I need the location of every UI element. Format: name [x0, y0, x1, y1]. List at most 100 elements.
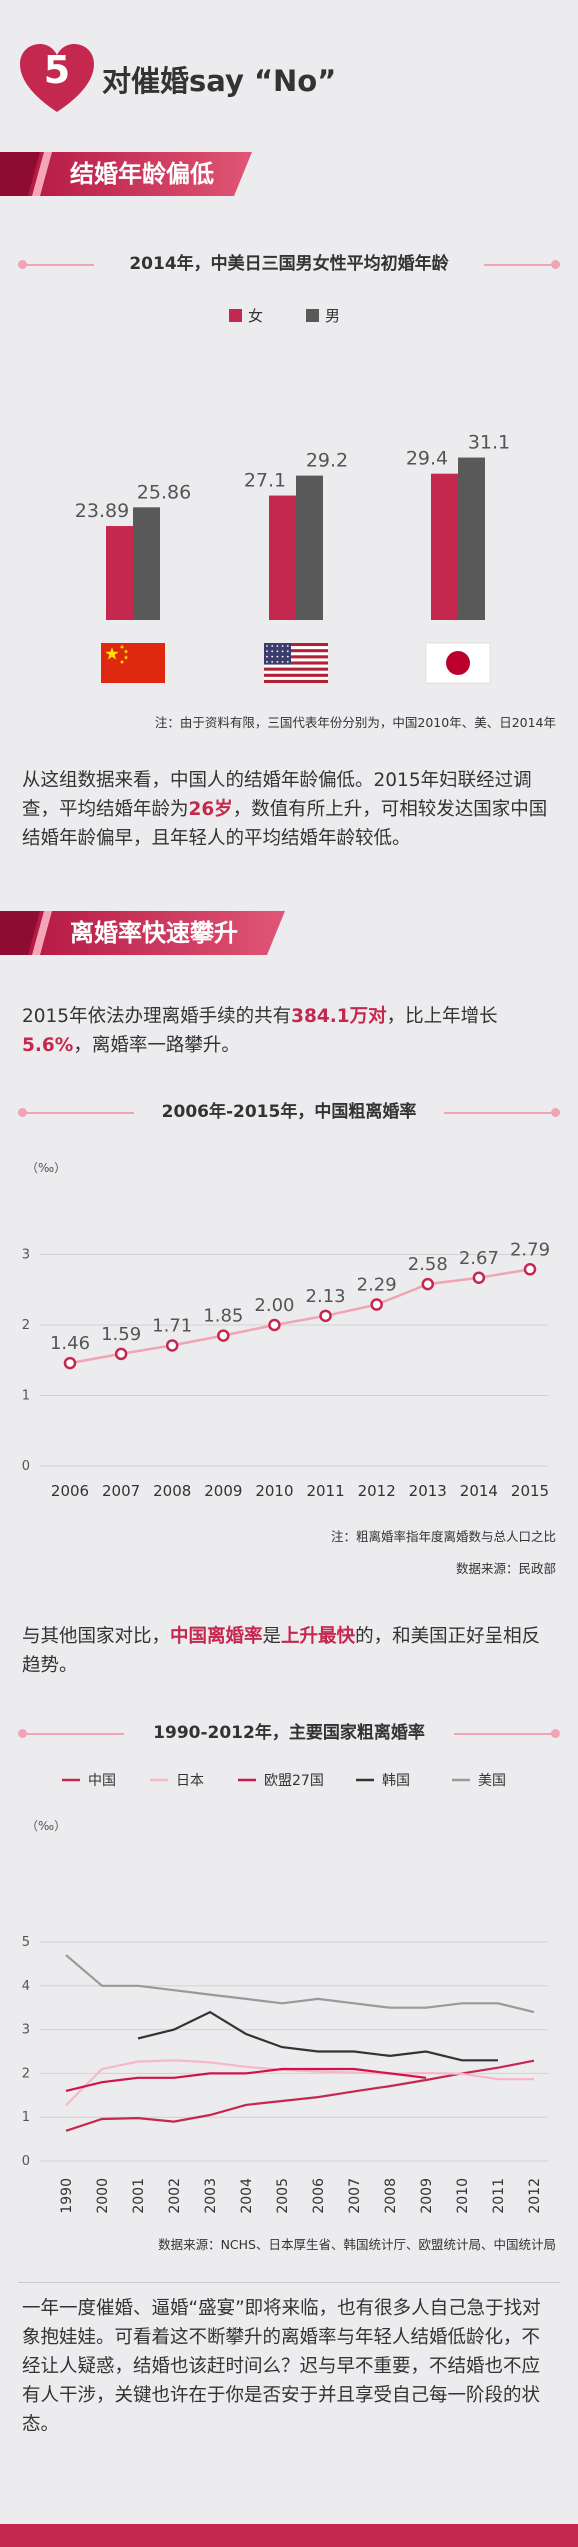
- chart2-ytick-3: 3: [22, 1248, 30, 1263]
- banner-stripe-icon: [0, 152, 52, 196]
- bar-label-male-2: 31.1: [468, 432, 510, 454]
- chart3-xtick-8: 2007: [347, 2178, 363, 2214]
- chart3-ytick-4: 4: [22, 1979, 30, 1994]
- chart3-xtick-6: 2005: [275, 2178, 291, 2214]
- chart2-xtick-2: 2008: [153, 1482, 191, 1500]
- footer-bar: [0, 2524, 578, 2547]
- chart3-xtick-11: 2010: [455, 2178, 471, 2214]
- chart2-point-9: [523, 1263, 537, 1276]
- chart3-ytick-0: 0: [22, 2154, 30, 2169]
- usa-flag-icon: [264, 643, 328, 683]
- chart2-point-8: [472, 1271, 486, 1285]
- chart2-point-0: [63, 1356, 77, 1370]
- legend-swatch-female: [229, 309, 242, 322]
- chart2-ytick-1: 1: [22, 1389, 30, 1404]
- chart2-point-7: [421, 1277, 435, 1291]
- chart1-title: 2014年，中美日三国男女性平均初婚年龄: [94, 252, 484, 276]
- chart2-xtick-6: 2012: [358, 1482, 396, 1500]
- chart2-point-4: [268, 1318, 281, 1332]
- chart2-data-label-4: 2.00: [254, 1295, 294, 1316]
- bar-female-2: [431, 473, 458, 620]
- chart2-point-6: [370, 1298, 383, 1311]
- chart3-xtick-0: 1990: [59, 2178, 75, 2214]
- chart3-legend-item-4: 美国: [452, 1773, 506, 1789]
- chart3-legend-item-0: 中国: [62, 1773, 116, 1789]
- chart2-ytick-2: 2: [22, 1318, 30, 1333]
- chart3-legend-label-0: 中国: [88, 1773, 116, 1789]
- chart2-point-5: [319, 1309, 332, 1323]
- chart2-point-2: [165, 1339, 179, 1352]
- section1-banner-text: 结婚年龄偏低: [70, 160, 214, 188]
- chart3-legend-label-2: 欧盟27国: [264, 1773, 324, 1789]
- chart3-unit: （‰）: [26, 1819, 66, 1833]
- chart2-data-label-2: 1.71: [152, 1315, 192, 1336]
- chart2-point-3: [217, 1329, 230, 1342]
- chart2-xtick-5: 2011: [306, 1482, 344, 1500]
- section2-banner-text: 离婚率快速攀升: [70, 919, 238, 947]
- chart3-series-line-2: [65, 2067, 427, 2092]
- chart2-data-label-6: 2.29: [357, 1275, 397, 1296]
- chart3-source: 数据来源：NCHS、日本厚生省、韩国统计厅、欧盟统计局、中国统计局: [158, 2237, 556, 2252]
- bar-label-male-0: 25.86: [137, 481, 191, 503]
- chart3-xtick-5: 2004: [239, 2178, 255, 2214]
- chart3-xtick-7: 2006: [311, 2178, 327, 2214]
- chart3-legend-label-4: 美国: [478, 1773, 506, 1789]
- bar-male-1: [296, 475, 323, 620]
- marriage-age-bar-chart: 女男23.8925.8627.129.2 29.431.1: [75, 307, 510, 684]
- closing-paragraph: 一年一度催婚、逼婚“盛宴”即将来临，也有很多人自己急于找对象抱娃娃。可看着这不断…: [22, 2298, 541, 2435]
- heart-icon: [20, 44, 94, 112]
- bar-female-0: [106, 526, 133, 620]
- chart3-xtick-2: 2001: [131, 2178, 147, 2214]
- chart2-xtick-7: 2013: [409, 1482, 447, 1500]
- legend-label-male: 男: [325, 307, 340, 325]
- section2-paragraph2: 与其他国家对比，中国离婚率是上升最快的，和美国正好呈相反趋势。: [22, 1626, 541, 1676]
- chart2-xtick-1: 2007: [102, 1482, 140, 1500]
- legend-label-female: 女: [248, 307, 263, 325]
- section1-paragraph: 从这组数据来看，中国人的结婚年龄偏低。2015年妇联经过调查，平均结婚年龄为26…: [22, 770, 548, 849]
- chart3-series-line-1: [65, 2059, 534, 2107]
- china-flag-icon: [101, 643, 165, 683]
- bar-label-female-1: 27.1: [244, 470, 286, 492]
- chart2-data-label-7: 2.58: [408, 1254, 448, 1275]
- chart2-data-label-1: 1.59: [101, 1324, 141, 1345]
- chart3-legend-label-1: 日本: [176, 1773, 204, 1789]
- japan-flag-icon: [425, 642, 491, 684]
- chart3-xtick-4: 2003: [203, 2178, 219, 2214]
- chart3-legend-item-3: 韩国: [356, 1773, 410, 1789]
- chart2-data-label-3: 1.85: [203, 1306, 243, 1327]
- bar-female-1: [269, 495, 296, 620]
- chart1-note: 注：由于资料有限，三国代表年份分别为，中国2010年、美、日2014年: [154, 715, 556, 730]
- bar-male-2: [458, 457, 485, 620]
- chart3-ytick-5: 5: [22, 1935, 30, 1950]
- chart3-ytick-1: 1: [22, 2110, 30, 2125]
- chart3-xtick-1: 2000: [95, 2178, 111, 2214]
- chart3-series-line-4: [65, 1954, 535, 2014]
- bar-label-female-0: 23.89: [75, 500, 129, 522]
- china-divorce-rate-line-chart: （‰） 0 1 2 3 1.46 2006 1.59 2007 1.71 2008 1.85 2009 2…: [22, 1161, 550, 1500]
- chart3-legend-item-1: 日本: [150, 1773, 204, 1789]
- chart2-title: 2006年-2015年，中国粗离婚率: [134, 1100, 444, 1124]
- section1-banner: 结婚年龄偏低: [0, 152, 252, 196]
- chart2-xtick-0: 2006: [51, 1482, 89, 1500]
- closing-divider: [18, 2282, 560, 2283]
- chart3-ytick-3: 3: [22, 2023, 30, 2038]
- legend-swatch-male: [306, 309, 319, 322]
- chart2-xtick-8: 2014: [460, 1482, 498, 1500]
- chart3-legend-label-3: 韩国: [382, 1773, 410, 1789]
- bar-label-female-2: 29.4: [406, 448, 448, 470]
- section2-banner: 离婚率快速攀升: [0, 911, 285, 955]
- chart2-xtick-3: 2009: [204, 1482, 242, 1500]
- chart2-data-label-9: 2.79: [510, 1239, 550, 1260]
- banner-stripe-icon: [0, 911, 52, 955]
- chart2-data-label-5: 2.13: [306, 1286, 346, 1307]
- chart3-xtick-13: 2012: [527, 2178, 543, 2214]
- chart3-ytick-2: 2: [22, 2066, 30, 2081]
- chart2-note: 注：粗离婚率指年度离婚数与总人口之比: [330, 1529, 556, 1544]
- chart2-xtick-9: 2015: [511, 1482, 549, 1500]
- bar-male-0: [133, 507, 160, 620]
- chart2-data-label-8: 2.67: [459, 1248, 499, 1269]
- chart2-series-line: [69, 1268, 531, 1365]
- chart3-xtick-9: 2008: [383, 2178, 399, 2214]
- chart3-series-line-3: [137, 2010, 498, 2062]
- chart2-unit: （‰）: [26, 1161, 66, 1175]
